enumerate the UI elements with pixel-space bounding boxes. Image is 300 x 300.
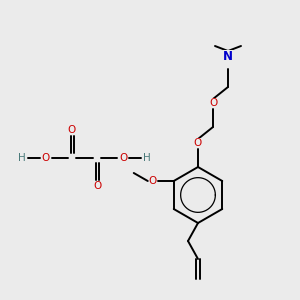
Text: O: O [42, 153, 50, 163]
Text: O: O [119, 153, 127, 163]
Text: O: O [148, 176, 157, 186]
Text: H: H [143, 153, 151, 163]
Text: O: O [194, 138, 202, 148]
Text: H: H [18, 153, 26, 163]
Text: N: N [223, 50, 233, 62]
Text: O: O [209, 98, 217, 108]
Text: O: O [93, 181, 101, 191]
Text: O: O [68, 125, 76, 135]
